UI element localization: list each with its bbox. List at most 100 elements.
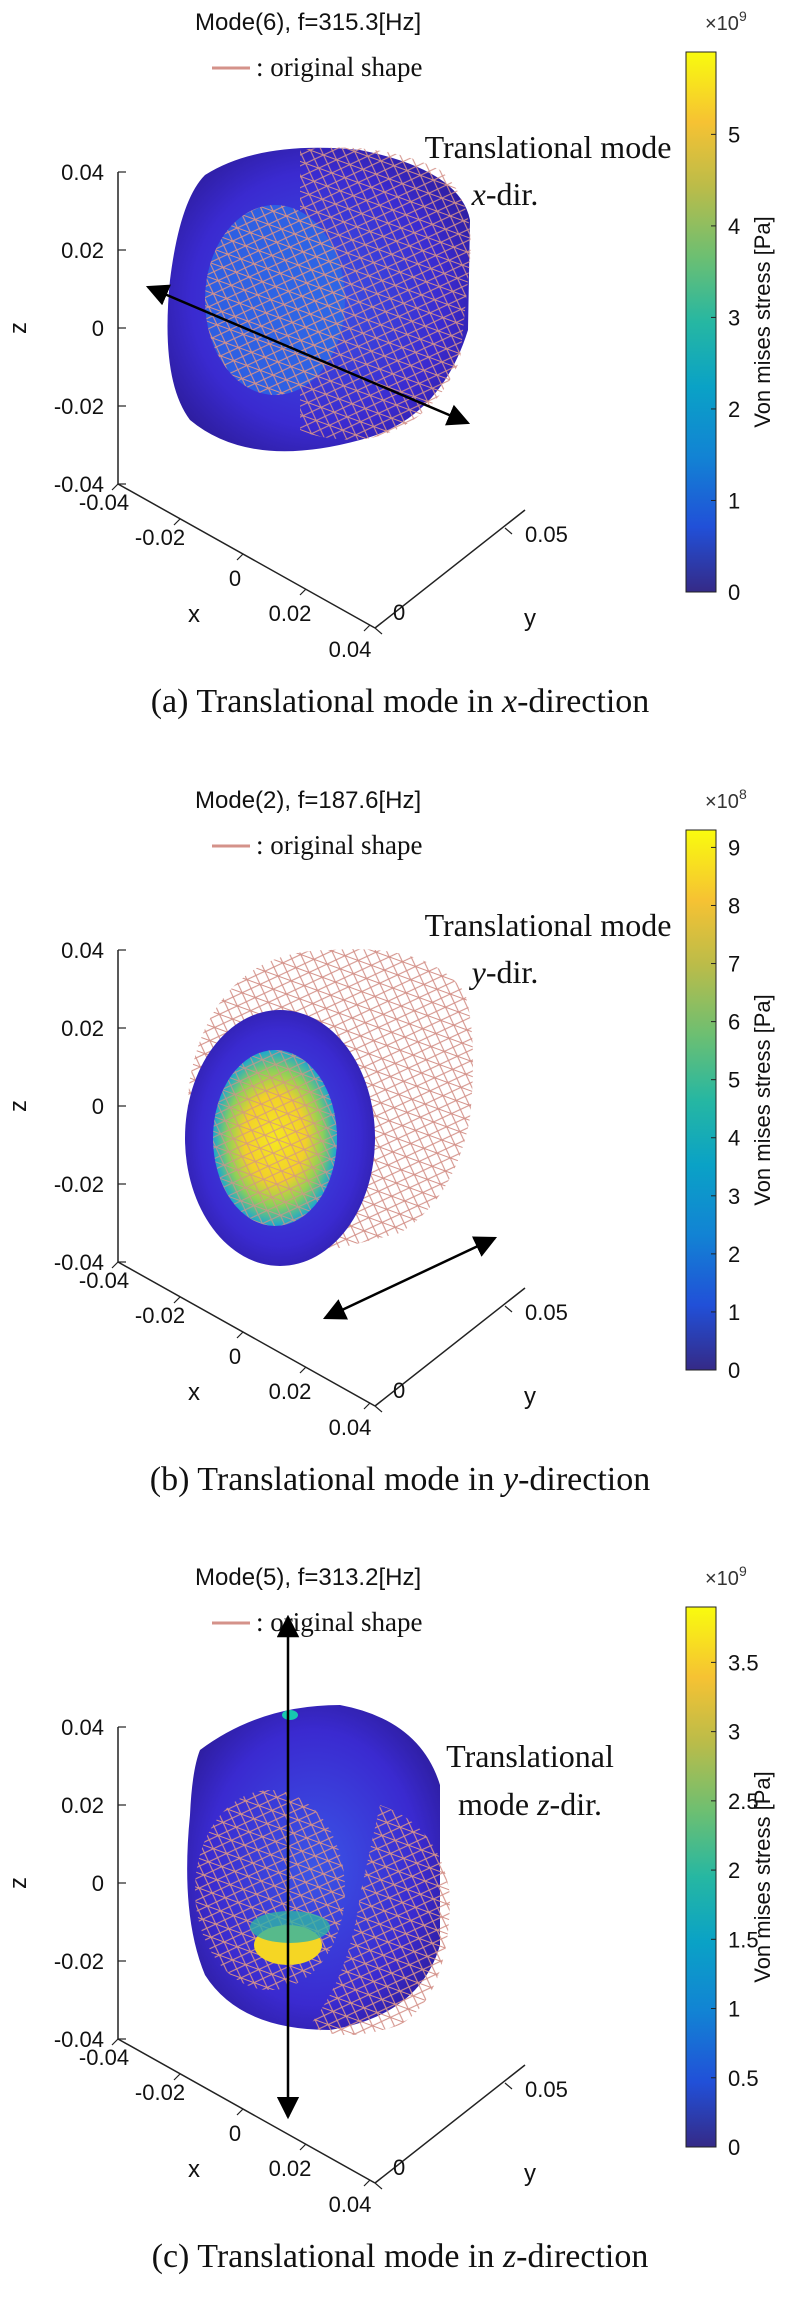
x-axis-label: x bbox=[188, 601, 200, 628]
annotation-line2-rest: -dir. bbox=[486, 176, 538, 212]
figure-caption: (b) Translational mode in y-direction bbox=[150, 1461, 650, 1498]
colorbar-label: Von mises stress [Pa] bbox=[750, 216, 775, 428]
z-tick-label: -0.04 bbox=[54, 2027, 104, 2052]
caption-suffix: -direction bbox=[516, 2238, 648, 2275]
y-direction-arrow bbox=[322, 1236, 498, 1320]
x-tick-mark bbox=[173, 1296, 181, 1304]
colorbar-tick-label: 3 bbox=[728, 305, 740, 330]
x-axis-label: x bbox=[188, 1379, 200, 1406]
colorbar-exponent-base: ×10 bbox=[705, 1568, 739, 1590]
colorbar-exponent-base: ×10 bbox=[705, 13, 739, 35]
x-tick-label: 0 bbox=[229, 1344, 241, 1369]
x-tick-mark bbox=[363, 624, 371, 632]
colorbar-tick-label: 1 bbox=[728, 1997, 740, 2022]
colorbar-tick-label: 2 bbox=[728, 1242, 740, 1267]
x-tick-mark bbox=[236, 2108, 244, 2116]
caption-suffix: -direction bbox=[518, 1461, 650, 1498]
x-tick-label: 0.04 bbox=[329, 637, 372, 662]
z-axis-label: z bbox=[5, 322, 32, 334]
tire-model bbox=[187, 1614, 450, 2120]
annotation-line2: y-dir. bbox=[469, 954, 539, 990]
mode-annotation: Translational mode x-dir. bbox=[425, 129, 672, 212]
z-tick-label: 0.02 bbox=[61, 238, 104, 263]
z-tick-label: 0.02 bbox=[61, 1793, 104, 1818]
inner-ring-mesh bbox=[213, 1050, 337, 1226]
annotation-line2: mode z-dir. bbox=[458, 1786, 602, 1822]
y-axis-line bbox=[374, 509, 526, 629]
colorbar-tick-label: 4 bbox=[728, 214, 740, 239]
colorbar-tick-label: 3 bbox=[728, 1720, 740, 1745]
colorbar-tick-label: 5 bbox=[728, 122, 740, 147]
x-axis-line bbox=[117, 1261, 376, 1407]
y-axis-line bbox=[374, 1287, 526, 1407]
colorbar-tick-label: 0 bbox=[728, 580, 740, 605]
x-tick-mark bbox=[363, 2179, 371, 2187]
annotation-direction-var: x bbox=[471, 176, 486, 212]
colorbar-tick-label: 1 bbox=[728, 488, 740, 513]
axes-3d: 0.040.020-0.02-0.04z-0.04-0.0200.020.04x… bbox=[5, 160, 568, 662]
annotation-line2-rest: -dir. bbox=[550, 1786, 602, 1822]
annotation-line1: Translational mode bbox=[425, 129, 672, 165]
panel-a: Mode(6), f=315.3[Hz]: original shape 0.04… bbox=[5, 8, 775, 720]
x-tick-label: -0.04 bbox=[79, 2045, 129, 2070]
x-tick-mark bbox=[173, 518, 181, 526]
colorbar-tick-label: 0 bbox=[728, 2135, 740, 2160]
annotation-line2: x-dir. bbox=[471, 176, 539, 212]
colorbar-tick-label: 7 bbox=[728, 952, 740, 977]
annotation-line1: Translational mode bbox=[425, 907, 672, 943]
x-tick-label: 0 bbox=[229, 2121, 241, 2146]
colorbar: ×109 0 0.5 1 1.5 2 2.5 3 3.5 Von mises stress [Pa… bbox=[685, 1563, 775, 2160]
y-tick-mark bbox=[504, 527, 513, 535]
x-tick-mark bbox=[299, 588, 307, 596]
caption-direction-var: x bbox=[501, 683, 517, 720]
x-tick-label: 0.04 bbox=[329, 2192, 372, 2217]
x-tick-mark bbox=[363, 1402, 371, 1410]
y-tick-mark bbox=[504, 2082, 513, 2090]
x-tick-mark bbox=[111, 2038, 119, 2046]
plot-title: Mode(2), f=187.6[Hz] bbox=[195, 787, 421, 814]
axes-3d: 0.040.020-0.02-0.04z-0.04-0.0200.020.04x… bbox=[5, 1715, 568, 2217]
plot-title: Mode(5), f=313.2[Hz] bbox=[195, 1564, 421, 1591]
x-tick-mark bbox=[111, 1261, 119, 1269]
caption-suffix: -direction bbox=[517, 683, 649, 720]
z-tick-label: -0.04 bbox=[54, 472, 104, 497]
colorbar-exponent: ×109 bbox=[705, 1563, 747, 1590]
y-axis-label: y bbox=[524, 605, 536, 632]
z-tick-label: -0.04 bbox=[54, 1250, 104, 1275]
original-shape-mesh bbox=[310, 1805, 450, 2035]
figure-caption: (c) Translational mode in z-direction bbox=[152, 2238, 649, 2275]
z-tick-label: -0.02 bbox=[54, 1949, 104, 1974]
tire-model bbox=[145, 147, 471, 452]
colorbar-tick-label: 2.5 bbox=[728, 1789, 759, 1814]
z-tick-label: 0.04 bbox=[61, 1715, 104, 1740]
z-tick-label: 0.02 bbox=[61, 1016, 104, 1041]
colorbar-exponent-power: 9 bbox=[739, 1563, 747, 1579]
axes-3d: 0.040.020-0.02-0.04z-0.04-0.0200.020.04x… bbox=[5, 938, 568, 1440]
x-tick-mark bbox=[111, 483, 119, 491]
colorbar-label: Von mises stress [Pa] bbox=[750, 994, 775, 1206]
colorbar-exponent-power: 8 bbox=[739, 786, 747, 802]
panel-b: Mode(2), f=187.6[Hz]: original shape 0.04… bbox=[5, 786, 775, 1498]
x-tick-label: 0.04 bbox=[329, 1415, 372, 1440]
mode-annotation: Translational mode y-dir. bbox=[425, 907, 672, 990]
z-tick-label: 0.04 bbox=[61, 160, 104, 185]
plot-title: Mode(6), f=315.3[Hz] bbox=[195, 9, 421, 36]
z-tick-label: 0 bbox=[92, 1871, 104, 1896]
z-tick-label: -0.02 bbox=[54, 1172, 104, 1197]
annotation-line2-rest: -dir. bbox=[486, 954, 538, 990]
colorbar-gradient bbox=[685, 51, 717, 593]
z-tick-label: 0 bbox=[92, 1094, 104, 1119]
y-tick-mark bbox=[504, 1305, 513, 1313]
colorbar-tick-label: 3 bbox=[728, 1184, 740, 1209]
x-tick-mark bbox=[299, 1366, 307, 1374]
z-axis-label: z bbox=[5, 1100, 32, 1112]
y-axis-label: y bbox=[524, 1383, 536, 1410]
y-tick-mark bbox=[374, 2182, 383, 2190]
x-tick-mark bbox=[173, 2073, 181, 2081]
mode-annotation: Translational mode z-dir. bbox=[446, 1738, 614, 1822]
colorbar: ×109 0 1 2 3 4 5 Von mises stress [Pa] bbox=[685, 8, 775, 605]
colorbar-tick-label: 0 bbox=[728, 1358, 740, 1383]
colorbar-tick-label: 6 bbox=[728, 1010, 740, 1035]
figure-caption: (a) Translational mode in x-direction bbox=[151, 683, 650, 720]
